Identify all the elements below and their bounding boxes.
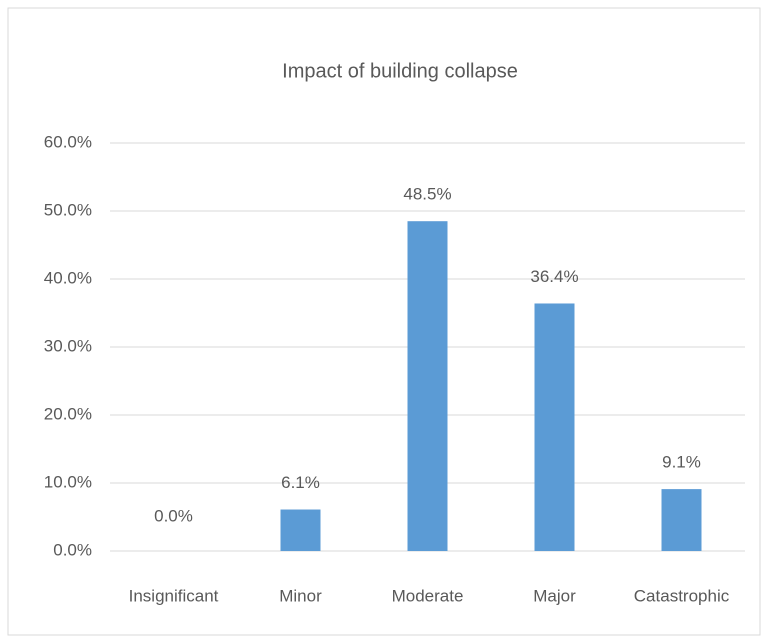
- data-label: 0.0%: [154, 506, 193, 525]
- chart-title: Impact of building collapse: [282, 60, 518, 82]
- y-tick-label: 60.0%: [44, 132, 92, 151]
- x-tick-label: Insignificant: [129, 586, 219, 605]
- x-tick-label: Minor: [279, 586, 322, 605]
- y-tick-label: 20.0%: [44, 404, 92, 423]
- x-tick-label: Major: [533, 586, 576, 605]
- data-label: 36.4%: [530, 267, 578, 286]
- x-tick-label: Moderate: [392, 586, 464, 605]
- chart-border: [7, 7, 761, 636]
- bar: [661, 489, 702, 551]
- bar: [534, 303, 575, 551]
- bar: [280, 509, 321, 551]
- bar: [407, 221, 448, 551]
- x-tick-label: Catastrophic: [634, 586, 730, 605]
- data-label: 48.5%: [403, 185, 451, 204]
- data-label: 9.1%: [662, 453, 701, 472]
- data-label: 6.1%: [281, 473, 320, 492]
- y-tick-label: 50.0%: [44, 200, 92, 219]
- y-tick-label: 0.0%: [53, 540, 92, 559]
- y-tick-label: 30.0%: [44, 336, 92, 355]
- y-tick-label: 40.0%: [44, 268, 92, 287]
- y-tick-label: 10.0%: [44, 472, 92, 491]
